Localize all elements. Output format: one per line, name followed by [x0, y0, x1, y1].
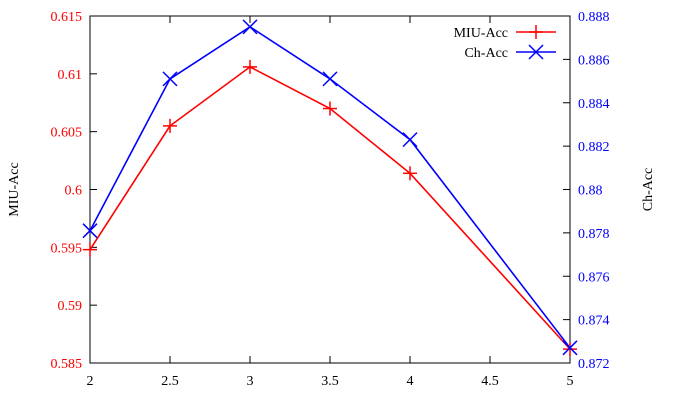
y-left-axis-title: MIU-Acc [7, 162, 22, 216]
point-ch-acc [162, 71, 178, 87]
plot-frame [89, 15, 571, 364]
point-ch-acc-d2 [162, 71, 178, 87]
legend-marker-miu-acc [529, 25, 543, 39]
point-ch-acc-d2 [82, 223, 98, 239]
point-ch-acc [562, 340, 578, 356]
chart-marks [82, 19, 578, 357]
axes: 2 2.5 3 3.5 4 4.5 5 0.585 0.59 0.595 0.6 0.605 0.61 0… [7, 10, 656, 389]
point-miu-acc [83, 242, 97, 257]
y-left-tick-label: 0.605 [51, 126, 83, 141]
x-tick-label: 3 [247, 374, 254, 389]
y-right-tick-label: 0.88 [578, 184, 603, 199]
y-left-tick-label: 0.61 [58, 68, 83, 83]
point-ch-acc [82, 223, 98, 239]
point-miu-acc [243, 59, 257, 74]
point-ch-acc-d2 [562, 340, 578, 356]
point-ch-acc [402, 132, 418, 148]
x-tick-label: 4.5 [481, 374, 499, 389]
point-miu-acc [403, 166, 417, 181]
y-right-tick-label: 0.882 [578, 140, 610, 155]
legend: MIU-Acc Ch-Acc [454, 25, 556, 61]
point-ch-acc-d2 [242, 19, 258, 35]
y-left-tick-label: 0.595 [51, 241, 83, 256]
y-right-tick-label: 0.878 [578, 227, 610, 242]
x-tick-label: 4 [407, 374, 414, 389]
legend-marker-ch-acc-d2 [528, 44, 544, 60]
point-miu-acc [563, 342, 577, 357]
y-left-tick-label: 0.615 [51, 10, 83, 25]
y-right-tick-label: 0.884 [578, 97, 610, 112]
y-right-tick-label: 0.888 [578, 10, 610, 25]
legend-label-miu-acc: MIU-Acc [454, 26, 508, 41]
y-left-tick-label: 0.585 [51, 357, 83, 372]
legend-marker-ch-acc [528, 44, 544, 60]
point-ch-acc-d2 [402, 132, 418, 148]
series-line-ch-acc [89, 25, 571, 349]
series-line-miu-acc [89, 65, 571, 350]
y-left-tick-label: 0.6 [65, 184, 83, 199]
y-right-tick-label: 0.876 [578, 270, 610, 285]
y-right-tick-label: 0.886 [578, 53, 610, 68]
legend-label-ch-acc: Ch-Acc [464, 46, 508, 61]
point-ch-acc [242, 19, 258, 35]
point-miu-acc [163, 118, 177, 133]
y-left-tick-label: 0.59 [58, 299, 83, 314]
x-tick-label: 2 [87, 374, 94, 389]
x-tick-label: 3.5 [321, 374, 339, 389]
y-right-tick-label: 0.872 [578, 357, 610, 372]
point-ch-acc-d2 [322, 71, 338, 87]
y-right-tick-label: 0.874 [578, 314, 610, 329]
point-miu-acc [323, 101, 337, 116]
x-tick-label: 2.5 [161, 374, 179, 389]
point-ch-acc [322, 71, 338, 87]
x-tick-label: 5 [567, 374, 574, 389]
y-right-axis-title: Ch-Acc [641, 168, 656, 212]
